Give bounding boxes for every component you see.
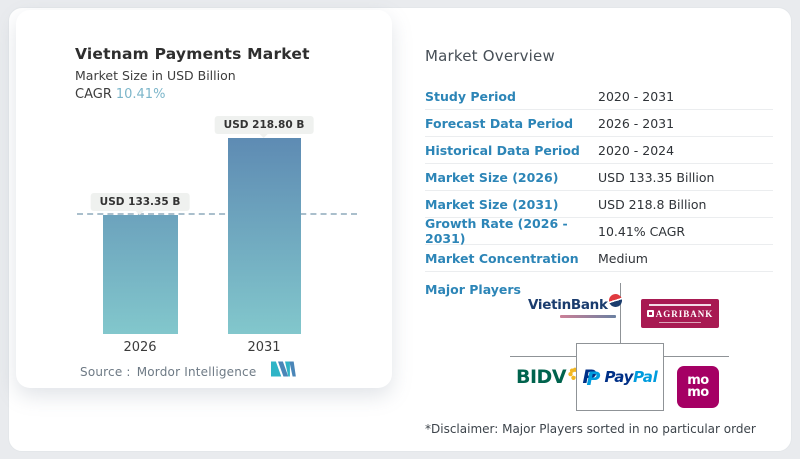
row-value: 10.41% CAGR	[598, 223, 686, 239]
row-value: 2026 - 2031	[598, 115, 675, 131]
row-label: Market Size (2031)	[425, 196, 559, 212]
disclaimer-text: *Disclaimer: Major Players sorted in no …	[425, 422, 756, 436]
vietinbank-logo: VietinBank	[528, 292, 632, 318]
table-row: Market Concentration Medium	[425, 245, 773, 272]
connector-horizontal-line-left	[510, 356, 576, 357]
vietinbank-wordmark: VietinBank	[528, 297, 608, 313]
agribank-emblem-icon	[646, 310, 654, 318]
x-tick-2031: 2031	[247, 340, 281, 355]
vietinbank-tagline	[560, 315, 616, 318]
connector-vertical-line	[620, 283, 621, 343]
source-label: Source :	[80, 365, 131, 379]
overview-table: Study Period 2020 - 2031 Forecast Data P…	[425, 83, 773, 272]
table-row: Growth Rate (2026 - 2031) 10.41% CAGR	[425, 216, 773, 246]
cagr-label: CAGR	[75, 87, 112, 102]
connector-horizontal-line-right	[664, 356, 729, 357]
paypal-logo: P P PayPal	[582, 366, 658, 390]
paypal-wordmark: PayPal	[604, 368, 658, 386]
momo-wordmark-line2: mo	[687, 385, 709, 400]
agribank-microtext-bottom	[659, 321, 701, 324]
agribank-microtext-top	[649, 303, 711, 306]
row-label: Market Size (2026)	[425, 169, 559, 185]
chart-subtitle: Market Size in USD Billion	[75, 68, 236, 83]
row-label: Study Period	[425, 88, 516, 104]
bar-label-2026: USD 133.35 B	[90, 193, 190, 211]
row-label: Forecast Data Period	[425, 115, 574, 131]
market-size-chart-card	[16, 10, 392, 388]
x-tick-2026: 2026	[123, 340, 157, 355]
table-row: Market Size (2031) USD 218.8 Billion	[425, 191, 773, 218]
table-row: Historical Data Period 2020 - 2024	[425, 137, 773, 164]
paypal-logo-box: P P PayPal	[576, 343, 664, 411]
overview-heading: Market Overview	[425, 47, 555, 65]
table-row: Forecast Data Period 2026 - 2031	[425, 110, 773, 137]
bar-label-2031: USD 218.80 B	[214, 116, 314, 134]
row-value: USD 218.8 Billion	[598, 196, 707, 212]
source-attribution: Source : Mordor Intelligence	[80, 365, 256, 379]
agribank-logo: AGRIBANK	[641, 299, 719, 328]
row-label: Historical Data Period	[425, 142, 580, 158]
table-row: Study Period 2020 - 2031	[425, 83, 773, 110]
table-row: Market Size (2026) USD 133.35 Billion	[425, 164, 773, 191]
bidv-logo: BIDV	[516, 366, 582, 388]
momo-logo: mo mo	[677, 366, 719, 408]
bidv-wordmark: BIDV	[516, 366, 567, 388]
row-value: 2020 - 2031	[598, 88, 675, 104]
source-name: Mordor Intelligence	[136, 365, 257, 379]
row-value: Medium	[598, 250, 648, 266]
reference-dashed-line	[77, 213, 357, 215]
major-players-label: Major Players	[425, 282, 521, 297]
row-label: Market Concentration	[425, 250, 579, 266]
agribank-wordmark: AGRIBANK	[655, 308, 714, 319]
bar-2031	[228, 138, 301, 334]
bar-2026	[103, 215, 178, 334]
row-value: 2020 - 2024	[598, 142, 675, 158]
row-value: USD 133.35 Billion	[598, 169, 715, 185]
chart-cagr: CAGR 10.41%	[75, 87, 165, 102]
cagr-value: 10.41%	[115, 87, 166, 102]
momo-wordmark-line1: mo	[687, 373, 709, 388]
mordor-intelligence-logo-icon	[271, 361, 296, 377]
paypal-monogram-icon: P P	[582, 366, 601, 390]
row-label: Growth Rate (2026 - 2031)	[425, 216, 568, 246]
chart-title: Vietnam Payments Market	[75, 45, 310, 63]
